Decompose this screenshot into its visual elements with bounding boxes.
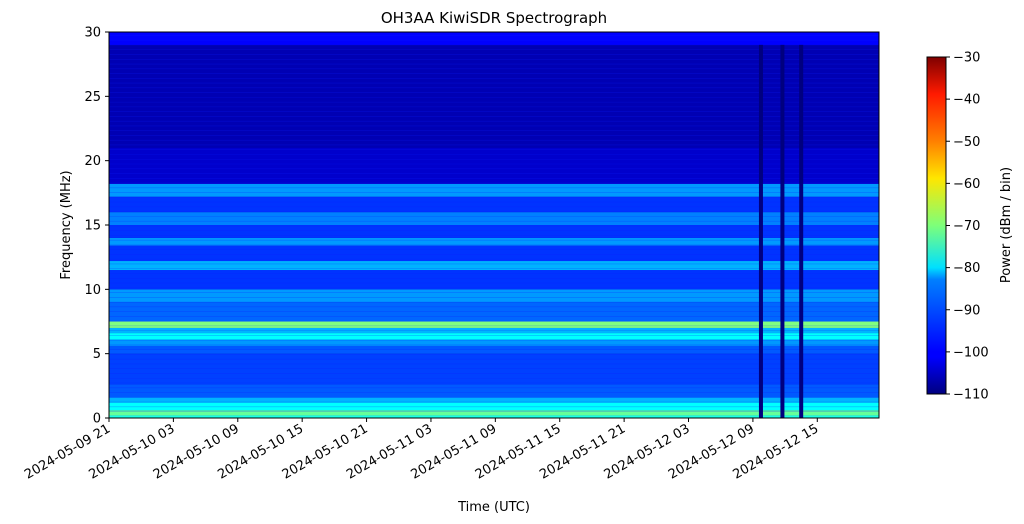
y-tick-label: 10 <box>84 283 101 298</box>
heatmap-band <box>109 410 879 416</box>
colorbar-tick-label: −110 <box>953 388 989 403</box>
heatmap-band <box>109 397 879 403</box>
colorbar-ticks: −30 −40 −50 −60 −70 −80 −90 −100 −110 <box>946 51 989 403</box>
colorbar-tick-label: −100 <box>953 345 989 360</box>
heatmap-band <box>109 415 879 418</box>
colorbar-tick-label: −70 <box>953 219 980 234</box>
heatmap-band <box>109 302 879 322</box>
colorbar-gradient <box>926 56 947 395</box>
y-axis-label: Frequency (MHz) <box>59 170 74 279</box>
heatmap-band <box>109 245 879 262</box>
colorbar-label: Power (dBm / bin) <box>999 167 1014 283</box>
heatmap-band <box>109 402 879 411</box>
heatmap-band <box>109 333 879 340</box>
heatmap-band <box>109 237 879 246</box>
colorbar-tick-label: −60 <box>953 177 980 192</box>
colorbar-tick-label: −80 <box>953 261 980 276</box>
heatmap-dropout-bar <box>758 44 763 418</box>
y-tick-label: 15 <box>84 219 101 234</box>
heatmap-dropout-bar <box>780 44 785 418</box>
heatmap-dropout-bar <box>799 44 804 418</box>
heatmap-plot-area <box>109 32 879 418</box>
chart-title: OH3AA KiwiSDR Spectrograph <box>381 9 607 27</box>
heatmap-band <box>109 289 879 303</box>
y-tick-label: 0 <box>93 412 101 427</box>
heatmap-band <box>109 196 879 213</box>
colorbar-tick-label: −40 <box>953 93 980 108</box>
heatmap-band <box>109 225 879 238</box>
heatmap-band <box>109 321 879 328</box>
colorbar-tick-label: −30 <box>953 51 980 66</box>
heatmap-band <box>109 384 879 398</box>
heatmap-band <box>109 345 879 354</box>
heatmap-band <box>109 261 879 271</box>
y-tick-label: 5 <box>93 347 101 362</box>
colorbar-tick-label: −50 <box>953 135 980 150</box>
heatmap-band <box>109 270 879 290</box>
y-tick-label: 30 <box>84 26 101 41</box>
x-axis-label: Time (UTC) <box>457 500 530 515</box>
heatmap-band <box>109 147 879 184</box>
heatmap-band <box>109 32 879 45</box>
colorbar-tick-label: −90 <box>953 303 980 318</box>
heatmap-band <box>109 327 879 334</box>
y-tick-label: 20 <box>84 154 101 169</box>
heatmap-band <box>109 44 879 148</box>
heatmap-band <box>109 339 879 346</box>
y-tick-label: 25 <box>84 90 101 105</box>
y-axis: 0 5 10 15 20 25 30 <box>84 26 109 427</box>
heatmap-band <box>109 353 879 385</box>
colorbar: −30 −40 −50 −60 −70 −80 −90 −100 −110 Power (dBm… <box>926 51 1014 403</box>
heatmap-band <box>109 183 879 197</box>
heatmap-band <box>109 212 879 225</box>
